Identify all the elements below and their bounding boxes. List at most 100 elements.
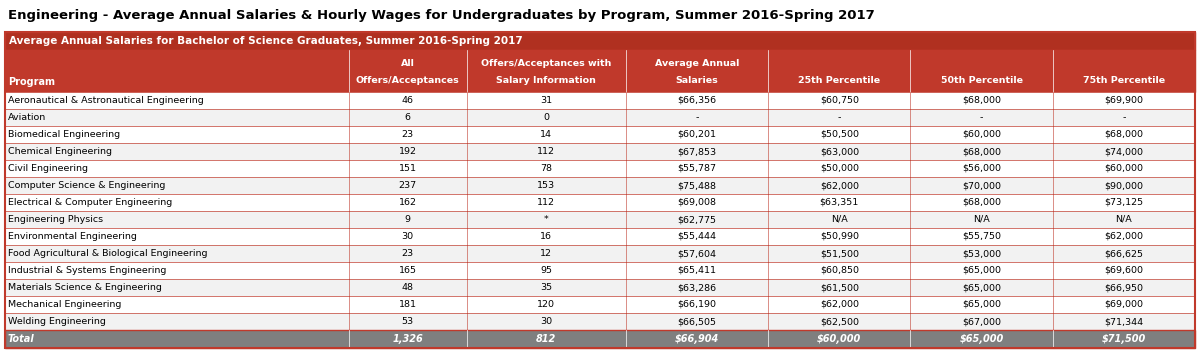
Text: 23: 23 bbox=[402, 130, 414, 139]
Bar bbox=[5, 92, 1195, 109]
Text: 812: 812 bbox=[536, 334, 557, 344]
Bar bbox=[5, 32, 1195, 348]
Text: Computer Science & Engineering: Computer Science & Engineering bbox=[8, 181, 166, 190]
Text: 50th Percentile: 50th Percentile bbox=[941, 76, 1022, 85]
Text: N/A: N/A bbox=[1116, 215, 1133, 224]
Text: $60,850: $60,850 bbox=[820, 266, 859, 275]
Text: 14: 14 bbox=[540, 130, 552, 139]
Bar bbox=[5, 296, 1195, 313]
Text: 95: 95 bbox=[540, 266, 552, 275]
Text: Engineering Physics: Engineering Physics bbox=[8, 215, 103, 224]
Text: $90,000: $90,000 bbox=[1104, 181, 1144, 190]
Bar bbox=[5, 330, 1195, 348]
Text: Materials Science & Engineering: Materials Science & Engineering bbox=[8, 283, 162, 292]
Text: $61,500: $61,500 bbox=[820, 283, 859, 292]
Text: 165: 165 bbox=[398, 266, 416, 275]
Text: $68,000: $68,000 bbox=[962, 198, 1001, 207]
Text: $65,411: $65,411 bbox=[678, 266, 716, 275]
Text: $66,505: $66,505 bbox=[678, 317, 716, 326]
Text: Offers/Acceptances: Offers/Acceptances bbox=[356, 76, 460, 85]
Text: Offers/Acceptances with: Offers/Acceptances with bbox=[481, 59, 612, 68]
Text: Average Annual Salaries for Bachelor of Science Graduates, Summer 2016-Spring 20: Average Annual Salaries for Bachelor of … bbox=[10, 36, 523, 46]
Text: Food Agricultural & Biological Engineering: Food Agricultural & Biological Engineeri… bbox=[8, 249, 208, 258]
Bar bbox=[5, 279, 1195, 296]
Text: $65,000: $65,000 bbox=[962, 266, 1001, 275]
Text: $65,000: $65,000 bbox=[962, 300, 1001, 309]
Text: $71,500: $71,500 bbox=[1102, 334, 1146, 344]
Text: 120: 120 bbox=[538, 300, 556, 309]
Text: Aeronautical & Astronautical Engineering: Aeronautical & Astronautical Engineering bbox=[8, 96, 204, 105]
Text: Salary Information: Salary Information bbox=[497, 76, 596, 85]
Text: 112: 112 bbox=[538, 198, 556, 207]
Text: 12: 12 bbox=[540, 249, 552, 258]
Text: 192: 192 bbox=[398, 147, 416, 156]
Bar bbox=[5, 109, 1195, 126]
Text: Aviation: Aviation bbox=[8, 113, 47, 122]
Text: $66,356: $66,356 bbox=[678, 96, 716, 105]
Text: $68,000: $68,000 bbox=[962, 96, 1001, 105]
Text: 16: 16 bbox=[540, 232, 552, 241]
Bar bbox=[5, 194, 1195, 211]
Text: All: All bbox=[401, 59, 415, 68]
Text: $62,000: $62,000 bbox=[1104, 232, 1144, 241]
Bar bbox=[5, 262, 1195, 279]
Text: $65,000: $65,000 bbox=[962, 283, 1001, 292]
Text: $55,750: $55,750 bbox=[962, 232, 1001, 241]
Text: $62,000: $62,000 bbox=[820, 300, 859, 309]
Text: $60,750: $60,750 bbox=[820, 96, 859, 105]
Text: 162: 162 bbox=[398, 198, 416, 207]
Text: $57,604: $57,604 bbox=[678, 249, 716, 258]
Text: 6: 6 bbox=[404, 113, 410, 122]
Text: $55,444: $55,444 bbox=[678, 232, 716, 241]
Text: Program: Program bbox=[8, 77, 55, 87]
Text: $66,904: $66,904 bbox=[674, 334, 719, 344]
Text: $66,950: $66,950 bbox=[1104, 283, 1144, 292]
Text: $73,125: $73,125 bbox=[1104, 198, 1144, 207]
Text: $69,600: $69,600 bbox=[1104, 266, 1144, 275]
Bar bbox=[5, 228, 1195, 245]
Text: 31: 31 bbox=[540, 96, 552, 105]
Text: -: - bbox=[695, 113, 698, 122]
Text: $71,344: $71,344 bbox=[1104, 317, 1144, 326]
Text: $69,000: $69,000 bbox=[1104, 300, 1144, 309]
Text: $70,000: $70,000 bbox=[962, 181, 1001, 190]
Text: -: - bbox=[980, 113, 983, 122]
Bar bbox=[5, 313, 1195, 330]
Text: Engineering - Average Annual Salaries & Hourly Wages for Undergraduates by Progr: Engineering - Average Annual Salaries & … bbox=[8, 9, 875, 22]
Text: 112: 112 bbox=[538, 147, 556, 156]
Text: 23: 23 bbox=[402, 249, 414, 258]
Text: $62,500: $62,500 bbox=[820, 317, 859, 326]
Text: 0: 0 bbox=[544, 113, 550, 122]
Text: 75th Percentile: 75th Percentile bbox=[1082, 76, 1165, 85]
Text: Environmental Engineering: Environmental Engineering bbox=[8, 232, 137, 241]
Bar bbox=[5, 160, 1195, 177]
Text: Civil Engineering: Civil Engineering bbox=[8, 164, 88, 173]
Text: *: * bbox=[544, 215, 548, 224]
Text: 30: 30 bbox=[540, 317, 552, 326]
Text: -: - bbox=[838, 113, 841, 122]
Bar bbox=[5, 50, 1195, 92]
Text: N/A: N/A bbox=[973, 215, 990, 224]
Text: $60,000: $60,000 bbox=[962, 130, 1001, 139]
Text: 53: 53 bbox=[402, 317, 414, 326]
Text: $63,000: $63,000 bbox=[820, 147, 859, 156]
Text: $66,625: $66,625 bbox=[1104, 249, 1144, 258]
Text: $56,000: $56,000 bbox=[962, 164, 1001, 173]
Text: $75,488: $75,488 bbox=[678, 181, 716, 190]
Text: Mechanical Engineering: Mechanical Engineering bbox=[8, 300, 121, 309]
Text: 151: 151 bbox=[398, 164, 416, 173]
Bar bbox=[5, 143, 1195, 160]
Text: Total: Total bbox=[8, 334, 35, 344]
Text: Industrial & Systems Engineering: Industrial & Systems Engineering bbox=[8, 266, 167, 275]
Text: $65,000: $65,000 bbox=[960, 334, 1003, 344]
Text: -: - bbox=[1122, 113, 1126, 122]
Text: $62,000: $62,000 bbox=[820, 181, 859, 190]
Text: $63,286: $63,286 bbox=[678, 283, 716, 292]
Text: Electrical & Computer Engineering: Electrical & Computer Engineering bbox=[8, 198, 173, 207]
Text: $50,000: $50,000 bbox=[820, 164, 859, 173]
Text: $66,190: $66,190 bbox=[678, 300, 716, 309]
Text: Welding Engineering: Welding Engineering bbox=[8, 317, 106, 326]
Text: $60,000: $60,000 bbox=[1104, 164, 1144, 173]
Text: N/A: N/A bbox=[830, 215, 847, 224]
Bar bbox=[5, 245, 1195, 262]
